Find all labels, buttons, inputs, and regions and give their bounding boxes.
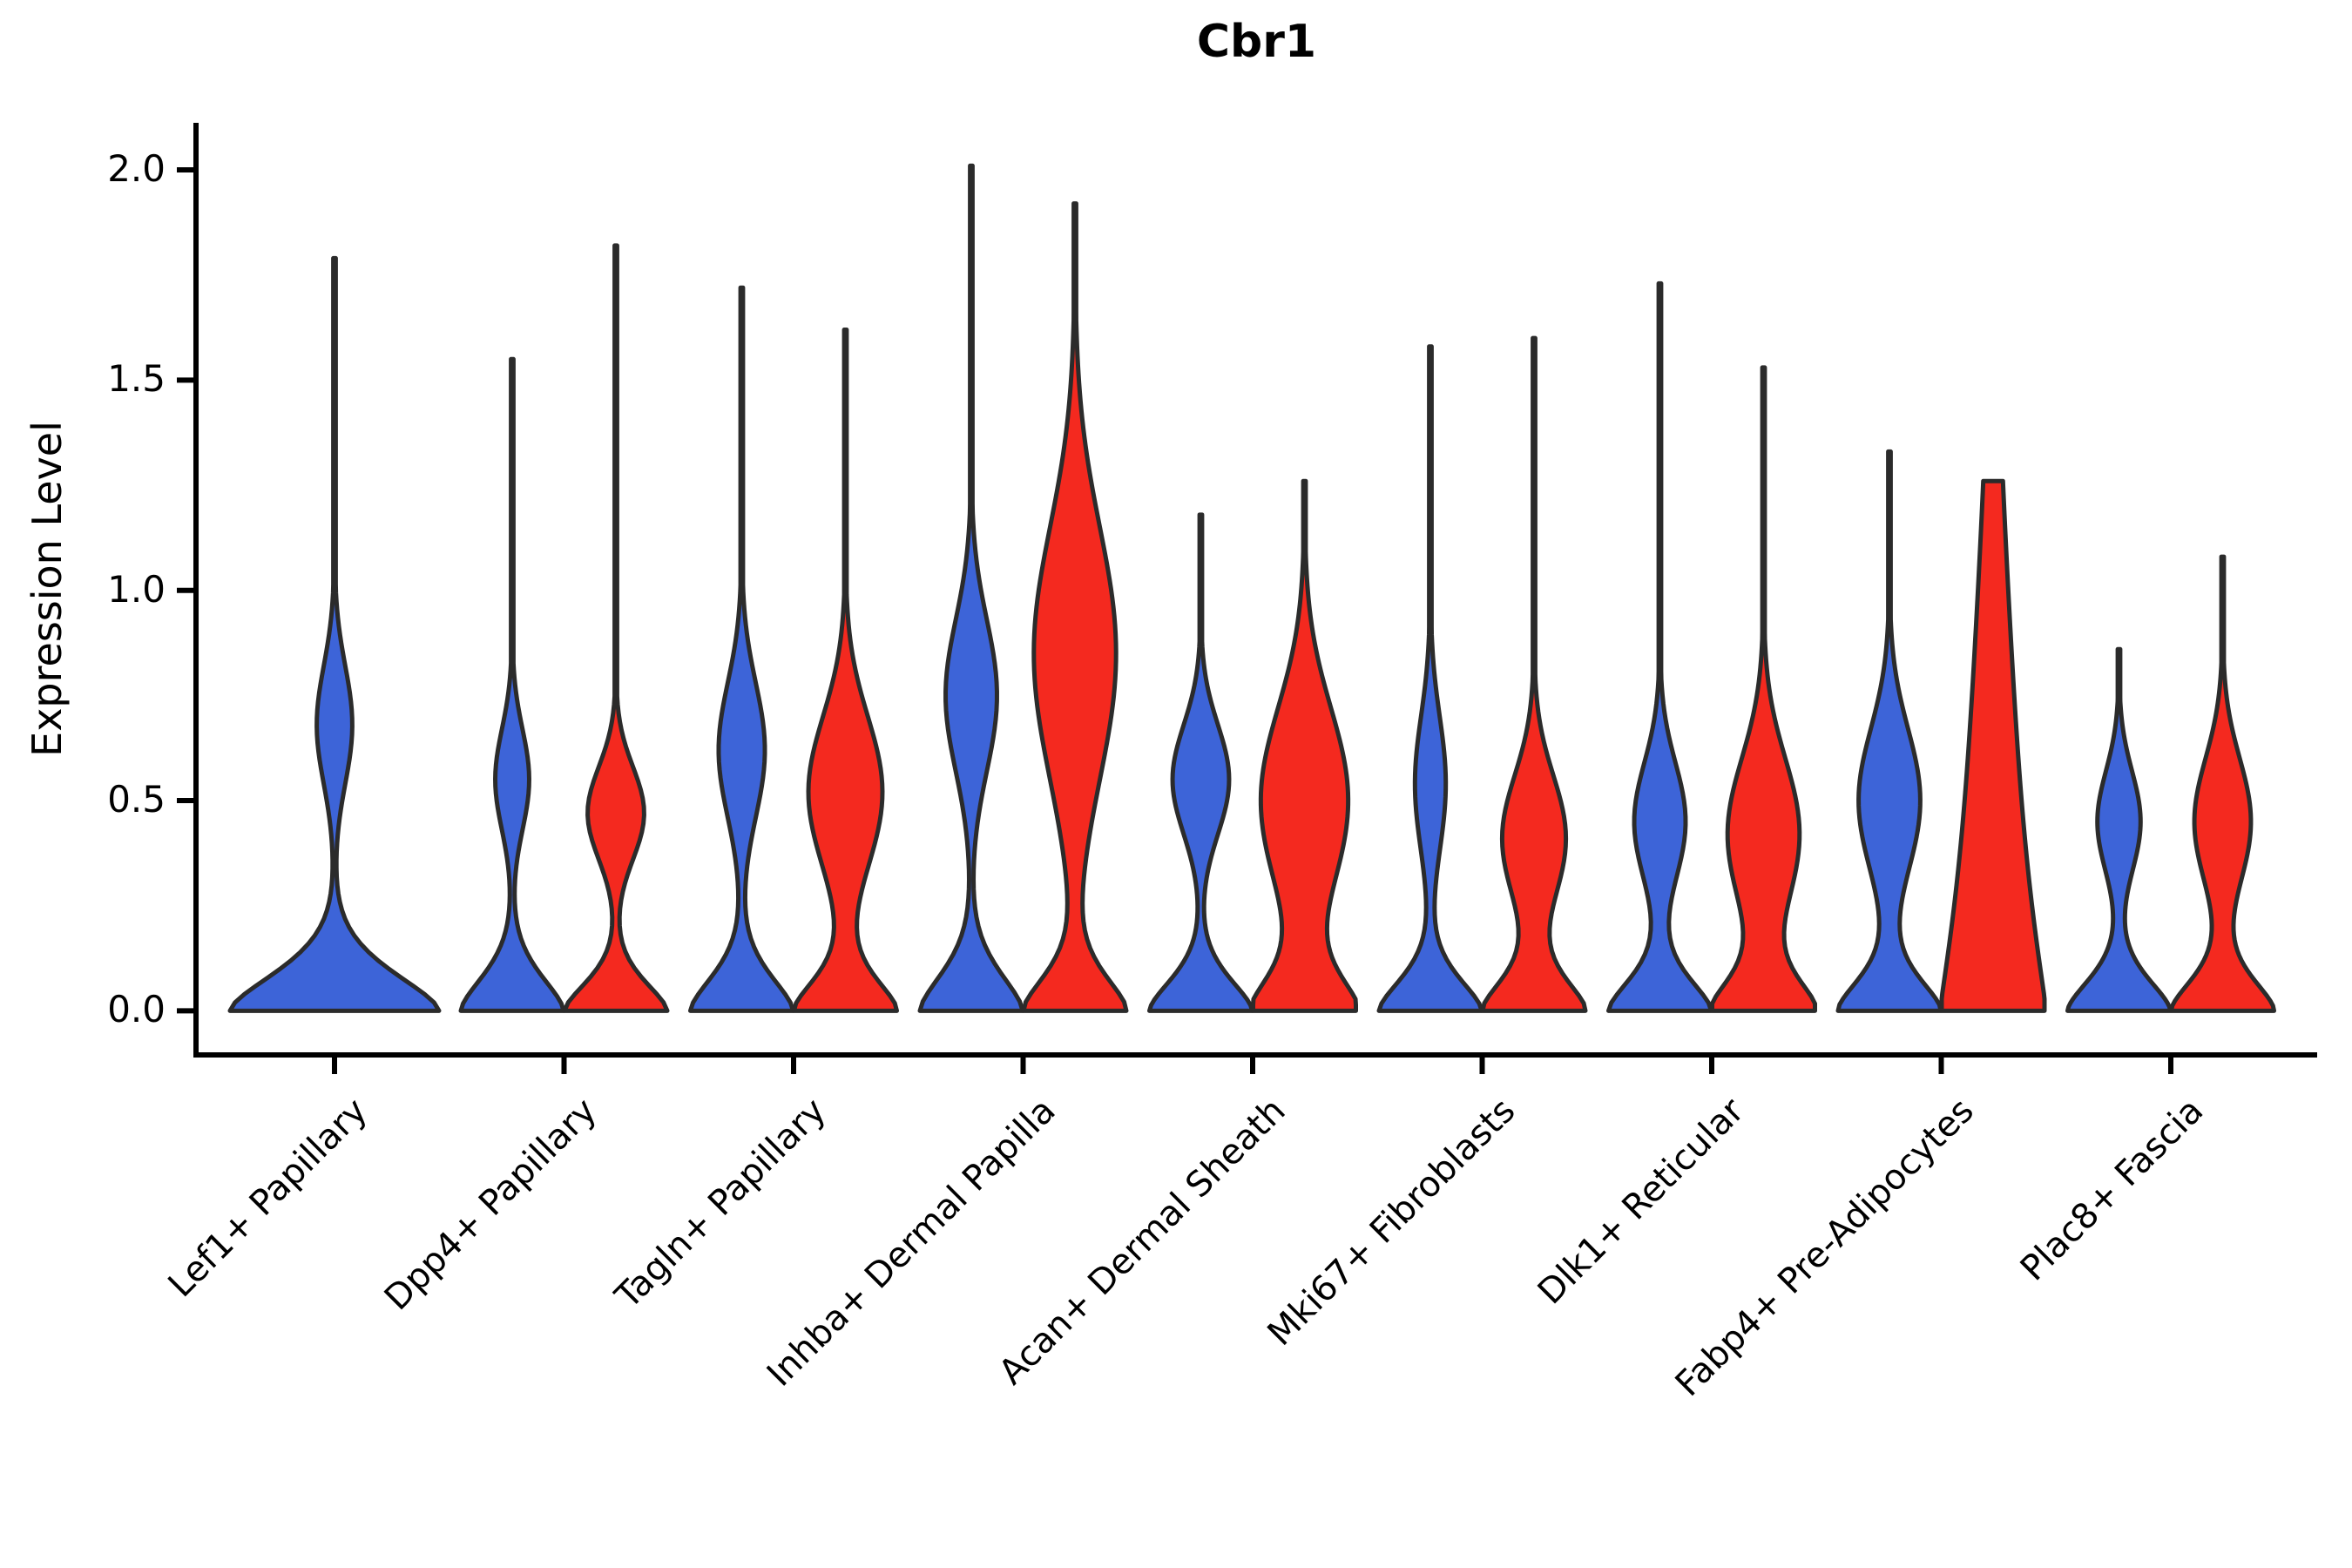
violin [2169, 554, 2276, 1013]
y-tick-label: 0.5 [107, 778, 166, 821]
violin [227, 255, 442, 1013]
chart-title: Cbr1 [1196, 16, 1317, 68]
y-tick-label: 1.5 [107, 357, 166, 401]
violin [1710, 365, 1817, 1013]
y-tick-label: 1.0 [107, 567, 166, 611]
y-tick-label: 0.0 [107, 988, 166, 1031]
violin [1376, 344, 1484, 1013]
violin [1939, 478, 2047, 1013]
violin [458, 356, 566, 1013]
violin [2065, 646, 2173, 1013]
violin [1480, 335, 1588, 1013]
violin [792, 327, 899, 1013]
violin [1606, 280, 1713, 1013]
violin [1021, 201, 1129, 1013]
violin [688, 285, 795, 1013]
violin [1147, 512, 1254, 1013]
violin [917, 163, 1025, 1013]
y-tick-label: 2.0 [107, 147, 166, 191]
violin [1835, 449, 1943, 1013]
violin [1251, 478, 1358, 1013]
violin [562, 243, 670, 1013]
